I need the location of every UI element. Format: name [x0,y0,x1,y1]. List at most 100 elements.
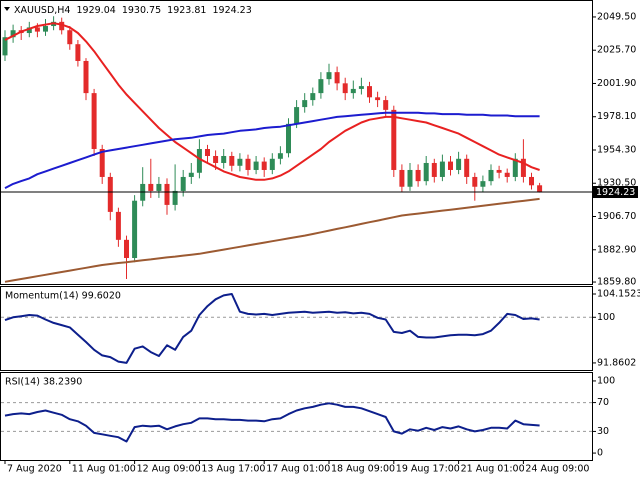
y-tick-label: 100 [597,375,615,386]
moving-average [4,197,540,283]
candle-body [318,79,324,94]
candle-body [261,161,267,170]
candle-body [26,27,32,34]
x-tick-label: 13 Aug 17:00 [201,464,265,475]
candle-body [99,149,105,177]
chart-header: XAUUSD,H4 1929.04 1930.75 1923.81 1924.2… [14,5,252,16]
indicator-line [4,402,540,443]
y-tick-label: 30 [597,426,609,437]
candle-body [124,239,129,259]
candle-body [180,176,186,191]
y-tick-label: 1954.30 [597,144,636,155]
symbol: XAUUSD,H4 [14,5,70,16]
x-tick-label: 7 Aug 2020 [7,464,62,475]
candle-body [415,169,421,182]
candle-body [156,183,162,191]
y-tick-label: 100 [597,312,615,323]
candle-body [286,123,291,154]
x-tick-label: 11 Aug 01:00 [72,464,136,475]
candle-body [59,21,65,31]
candle-body [472,176,478,187]
candle-body [172,190,178,205]
x-tick-label: 18 Aug 09:00 [331,464,395,475]
candle-body [488,169,494,182]
candle-body [213,155,219,163]
candle-body [34,27,40,32]
price-tag-label: 1924.23 [596,187,635,198]
candle-body [407,169,413,187]
candle-body [83,60,89,94]
candle-body [326,72,332,80]
candle-body [512,158,518,177]
y-tick-label: 0 [597,448,603,459]
candle-body [107,176,113,212]
x-tick-label: 24 Aug 09:00 [525,464,589,475]
candle-body [431,162,437,177]
candle-body [221,155,227,163]
collapse-arrow [4,7,10,11]
candle-body [132,200,138,259]
candle-body [115,211,121,240]
candle-body [294,107,300,124]
candle-body [350,88,356,94]
candle-body [480,181,486,187]
candle-body [269,158,275,170]
candle-body [464,158,470,177]
price-panel [0,0,593,285]
x-tick-label: 21 Aug 01:00 [461,464,525,475]
high-value: 1930.75 [122,5,161,16]
candle-body [358,86,364,89]
candle-body [439,161,445,177]
y-tick-label: 2049.50 [597,11,636,22]
x-tick-label: 17 Aug 01:00 [266,464,330,475]
candle-body [277,153,283,159]
candle-body [75,44,81,61]
candle-body [520,158,526,177]
candle-body [367,86,372,98]
y-tick-label: 1859.80 [597,277,636,288]
rsi-panel [0,372,593,461]
moving-average [4,22,540,181]
candle-body [496,169,502,173]
indicator-line [4,293,540,364]
y-tick-label: 1882.90 [597,244,636,255]
candle-body [196,149,202,173]
low-value: 1923.81 [167,5,206,16]
y-tick-label: 1930.50 [597,178,636,189]
candle-body [334,72,340,84]
candle-body [391,109,397,170]
y-tick-label: 91.8602 [597,357,636,368]
candle-body [43,26,48,32]
candle-body [448,161,453,170]
price-tag [592,186,638,199]
x-tick-label: 19 Aug 17:00 [396,464,460,475]
y-tick-label: 2001.90 [597,78,636,89]
candle-body [205,149,210,156]
candle-body [529,176,534,186]
candle-body [245,158,251,170]
candle-body [310,93,316,101]
candle-body [237,158,243,166]
candle-body [399,169,405,187]
open-value: 1929.04 [77,5,116,16]
candle-body [342,83,348,94]
candle-body [383,100,389,110]
candle-body [456,158,462,170]
candle-body [504,172,510,177]
candle-body [423,162,429,182]
y-tick-label: 104.1523 [597,288,640,299]
y-tick-label: 70 [597,397,609,408]
y-tick-label: 1906.70 [597,211,636,222]
moving-average [4,111,540,189]
x-tick-label: 12 Aug 09:00 [137,464,201,475]
candle-body [148,183,154,191]
candle-body [188,172,194,177]
candle-body [10,30,16,38]
rsi-title: RSI(14) 38.2390 [5,377,82,388]
y-tick-label: 1978.10 [597,111,636,122]
candle-body [253,161,259,170]
candle-body [375,97,381,101]
momentum-panel [0,286,593,371]
